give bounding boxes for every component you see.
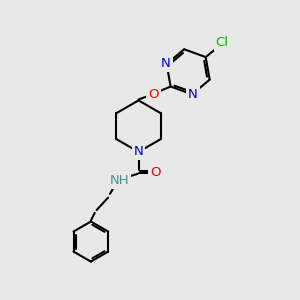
Text: O: O xyxy=(148,88,159,100)
Text: NH: NH xyxy=(110,174,129,187)
Text: N: N xyxy=(161,58,171,70)
Text: O: O xyxy=(151,167,161,179)
Text: N: N xyxy=(188,88,198,101)
Text: N: N xyxy=(134,146,143,158)
Text: Cl: Cl xyxy=(216,36,229,50)
